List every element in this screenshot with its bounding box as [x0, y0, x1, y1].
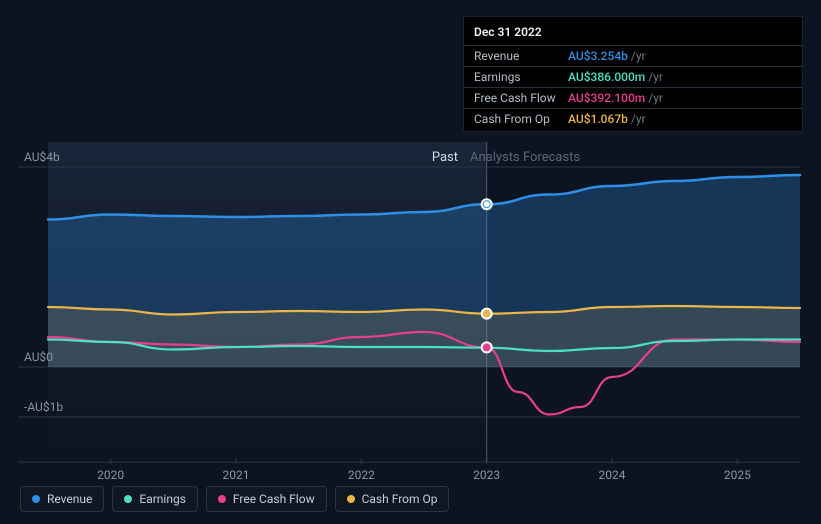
marker-revenue-center — [484, 201, 490, 207]
tooltip: Dec 31 2022 RevenueAU$3.254b/yrEarningsA… — [463, 16, 803, 132]
tooltip-unit: /yr — [648, 91, 663, 105]
legend-dot-cash_from_op — [347, 495, 355, 503]
marker-free_cash_flow — [482, 342, 492, 352]
tooltip-unit: /yr — [631, 49, 646, 63]
x-axis-label: 2024 — [599, 468, 626, 482]
x-axis-label: 2025 — [724, 468, 751, 482]
forecast-label: Analysts Forecasts — [470, 150, 580, 165]
legend-dot-revenue — [32, 495, 40, 503]
tooltip-label: Cash From Op — [474, 112, 568, 126]
legend-dot-free_cash_flow — [218, 495, 226, 503]
legend-item-free_cash_flow[interactable]: Free Cash Flow — [206, 486, 327, 512]
tooltip-label: Earnings — [474, 70, 568, 84]
tooltip-row-free_cash_flow: Free Cash FlowAU$392.100m/yr — [464, 87, 802, 108]
tooltip-label: Free Cash Flow — [474, 91, 568, 105]
marker-cash_from_op — [482, 309, 492, 319]
past-label: Past — [432, 150, 458, 165]
y-axis-label: AU$4b — [24, 150, 60, 164]
legend-label: Free Cash Flow — [233, 492, 315, 506]
financials-chart: AU$4b AU$0 -AU$1b 2020 2021 2022 2023 2024 2025… — [0, 0, 821, 524]
tooltip-row-revenue: RevenueAU$3.254b/yr — [464, 45, 802, 66]
legend-item-earnings[interactable]: Earnings — [112, 486, 198, 512]
tooltip-row-cash_from_op: Cash From OpAU$1.067b/yr — [464, 108, 802, 129]
tooltip-label: Revenue — [474, 49, 568, 63]
y-axis-label: AU$0 — [24, 350, 53, 364]
legend-label: Revenue — [47, 492, 92, 506]
tooltip-value: AU$1.067b — [568, 112, 628, 126]
tooltip-value: AU$392.100m — [568, 91, 645, 105]
x-axis-label: 2021 — [223, 468, 250, 482]
tooltip-value: AU$386.000m — [568, 70, 645, 84]
tooltip-row-earnings: EarningsAU$386.000m/yr — [464, 66, 802, 87]
legend-dot-earnings — [124, 495, 132, 503]
legend: Revenue Earnings Free Cash Flow Cash From O… — [20, 486, 449, 512]
tooltip-unit: /yr — [631, 112, 646, 126]
x-axis-label: 2023 — [473, 468, 500, 482]
tooltip-value: AU$3.254b — [568, 49, 628, 63]
x-axis-label: 2022 — [348, 468, 375, 482]
y-axis-label: -AU$1b — [24, 400, 63, 414]
tooltip-unit: /yr — [648, 70, 663, 84]
legend-item-cash_from_op[interactable]: Cash From Op — [335, 486, 450, 512]
tooltip-date: Dec 31 2022 — [464, 21, 802, 45]
x-axis-label: 2020 — [97, 468, 124, 482]
legend-item-revenue[interactable]: Revenue — [20, 486, 104, 512]
legend-label: Cash From Op — [362, 492, 438, 506]
legend-label: Earnings — [139, 492, 186, 506]
